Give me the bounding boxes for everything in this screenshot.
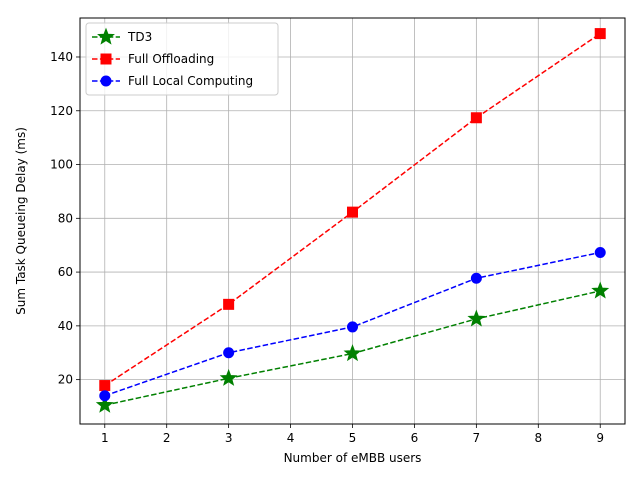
data-point <box>591 281 610 299</box>
legend: TD3 Full Offloading Full Local Computing <box>85 22 279 96</box>
series-td3 <box>95 281 610 413</box>
data-point <box>99 380 111 392</box>
x-tick-label: 9 <box>596 431 604 445</box>
x-axis-label: Number of eMBB users <box>284 451 422 465</box>
y-tick-label: 80 <box>58 211 73 225</box>
legend-marker <box>100 53 112 65</box>
x-tick-label: 7 <box>473 431 481 445</box>
y-tick-label: 140 <box>50 50 73 64</box>
series-full-offloading <box>99 28 606 392</box>
legend-marker <box>100 75 112 87</box>
x-tick-label: 6 <box>411 431 419 445</box>
data-point <box>95 395 114 413</box>
series-full-local-computing <box>99 246 606 402</box>
x-tick-label: 5 <box>349 431 357 445</box>
legend-item: TD3 <box>92 27 152 45</box>
data-point <box>470 272 482 284</box>
x-tick-label: 2 <box>163 431 171 445</box>
legend-label: Full Local Computing <box>128 74 253 88</box>
x-tick-label: 8 <box>534 431 542 445</box>
y-tick-label: 40 <box>58 319 73 333</box>
y-tick-label: 120 <box>50 104 73 118</box>
legend-item: Full Offloading <box>92 52 214 66</box>
legend-box <box>85 22 279 96</box>
legend-label: TD3 <box>127 30 152 44</box>
data-point <box>594 246 606 258</box>
data-point <box>343 344 362 362</box>
data-point <box>470 112 482 124</box>
data-point <box>99 390 111 402</box>
ticks: 1 2 3 4 5 6 7 8 9 20 40 60 80 100 120 140 <box>50 50 604 445</box>
data-point <box>347 321 358 333</box>
data-point <box>347 206 358 218</box>
data-point <box>594 28 606 40</box>
y-tick-label: 60 <box>58 265 73 279</box>
legend-marker <box>97 27 115 45</box>
x-tick-label: 4 <box>287 431 295 445</box>
legend-label: Full Offloading <box>128 52 214 66</box>
legend-item: Full Local Computing <box>92 74 253 88</box>
data-point <box>219 368 238 386</box>
y-tick-label: 100 <box>50 158 73 172</box>
x-tick-label: 3 <box>225 431 233 445</box>
data-point <box>467 309 486 327</box>
y-axis-label: Sum Task Queueing Delay (ms) <box>14 127 28 315</box>
x-tick-label: 1 <box>101 431 109 445</box>
data-point <box>223 347 235 359</box>
series-layer <box>95 28 610 413</box>
y-tick-label: 20 <box>58 373 73 387</box>
data-point <box>223 298 235 310</box>
